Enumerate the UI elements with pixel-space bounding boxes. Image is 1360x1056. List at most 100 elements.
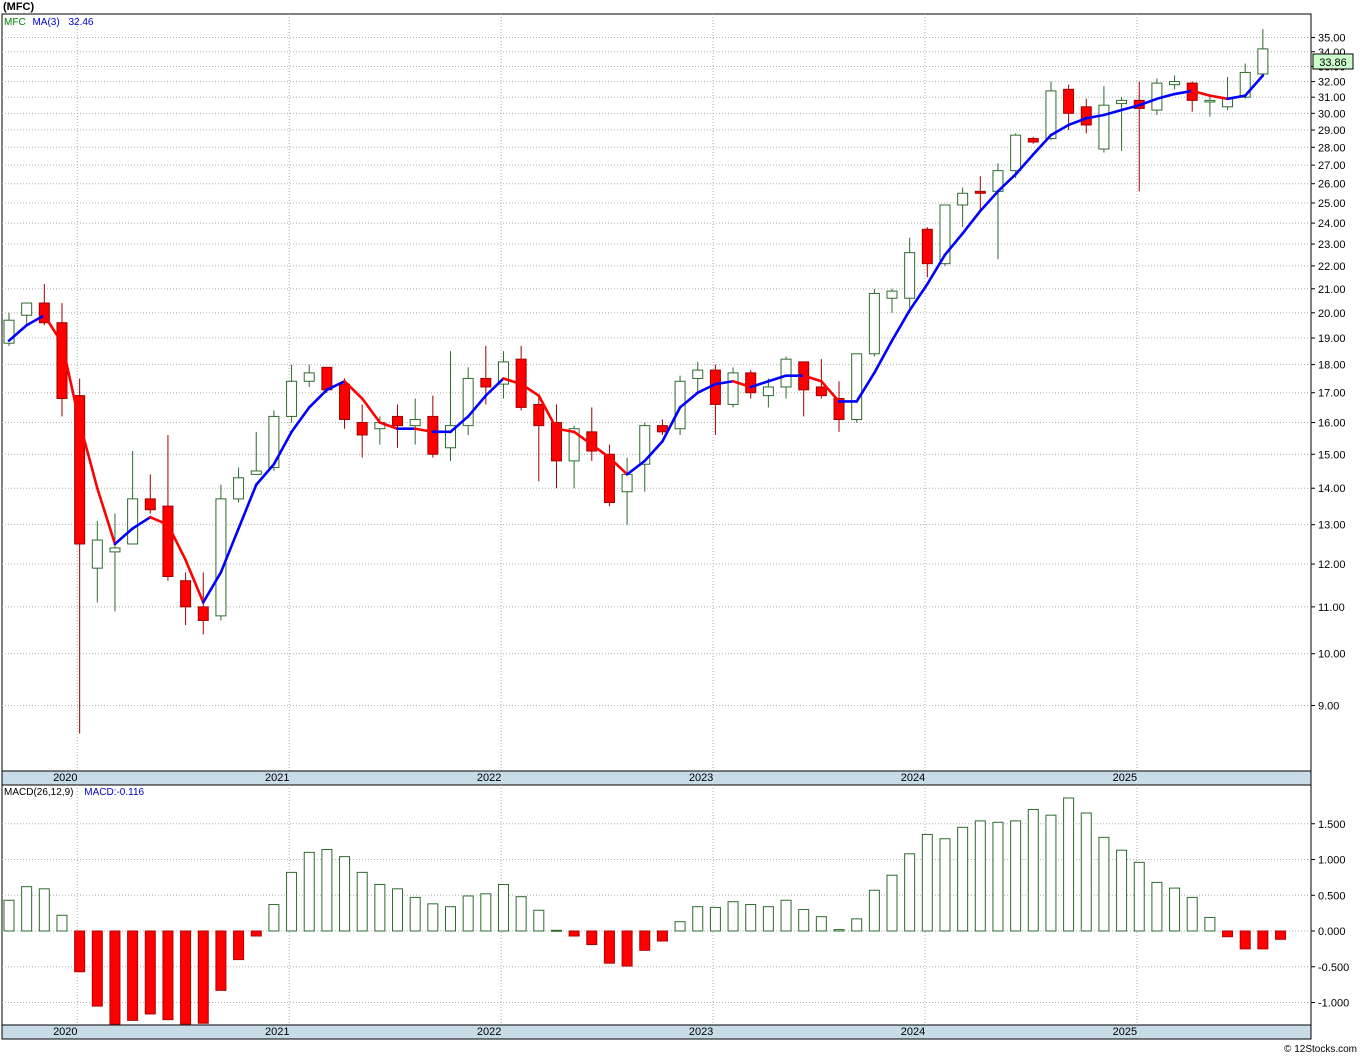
- price-tick-label: 26.00: [1318, 179, 1346, 191]
- candle-body: [939, 204, 951, 265]
- candle-body: [1010, 134, 1022, 172]
- price-x-tick-label: 2022: [477, 772, 501, 784]
- ma-segment: [237, 483, 258, 530]
- ma-segment: [802, 374, 823, 383]
- macd-bar: [109, 930, 121, 1025]
- candle-body: [745, 372, 757, 394]
- candle-down: [974, 176, 986, 211]
- ma-segment: [1084, 113, 1106, 120]
- macd-bar: [1222, 930, 1234, 938]
- ma-segment: [96, 486, 117, 546]
- ma-segment: [731, 379, 753, 389]
- candle-body: [656, 425, 668, 433]
- macd-legend-params: MACD(26,12,9): [4, 787, 73, 798]
- ma-segment: [1208, 94, 1229, 101]
- candle-body: [851, 353, 863, 420]
- candle-up: [762, 378, 774, 408]
- price-tick-label: 19.00: [1318, 333, 1346, 345]
- candle-down: [1063, 84, 1075, 131]
- macd-bar: [1239, 930, 1251, 950]
- macd-bar: [550, 929, 562, 932]
- candle-up: [250, 431, 262, 475]
- macd-x-axis-band: [1, 1024, 1312, 1040]
- candle-body: [639, 425, 651, 465]
- last-price-box: [1312, 53, 1354, 70]
- macd-bar: [1098, 836, 1110, 932]
- macd-bar: [1116, 849, 1128, 932]
- macd-bar: [38, 888, 50, 932]
- candle-up: [445, 351, 456, 461]
- candle-body: [886, 290, 898, 299]
- macd-bar: [586, 930, 598, 946]
- macd-bar: [745, 904, 757, 932]
- candle-down: [392, 404, 404, 448]
- macd-bar: [515, 896, 527, 932]
- candle-body: [1063, 88, 1075, 114]
- candlestick-series: [3, 29, 1269, 734]
- ma-segment: [696, 382, 717, 395]
- ma-segment: [343, 379, 364, 400]
- candle-body: [1204, 99, 1216, 103]
- candle-down: [533, 395, 545, 482]
- ma-segment: [131, 515, 152, 530]
- macd-bar: [1045, 814, 1057, 932]
- macd-bar: [392, 888, 404, 932]
- candle-body: [250, 470, 262, 475]
- macd-bar: [921, 833, 933, 932]
- ma-segment: [166, 523, 187, 562]
- candle-body: [692, 369, 704, 379]
- macd-bar: [250, 930, 262, 937]
- candle-body: [321, 366, 333, 391]
- ma-segment: [7, 323, 28, 342]
- price-tick-label: 14.00: [1318, 483, 1346, 495]
- ma-segment: [555, 427, 576, 434]
- price-tick-label: 21.00: [1318, 284, 1346, 296]
- candle-up: [1204, 97, 1216, 117]
- price-tick-label: 16.00: [1318, 418, 1346, 430]
- candle-up: [780, 356, 792, 399]
- ma-segment: [1067, 116, 1088, 127]
- candle-body: [727, 372, 739, 405]
- macd-bar: [356, 871, 368, 932]
- candle-down: [1080, 98, 1092, 134]
- candle-up: [886, 288, 898, 313]
- price-x-axis: 2020 2021 2022 2023 2024 2025: [53, 772, 1137, 784]
- price-tick-label: 27.00: [1318, 160, 1346, 172]
- price-panel: 9.00 10.00 11.00 12.00 13.00 14.00 15.00 16.00 1…: [1, 1, 1354, 786]
- macd-x-tick-label: 2020: [53, 1026, 77, 1038]
- ma-segment: [908, 282, 929, 312]
- candle-down: [180, 572, 192, 626]
- candle-down: [427, 395, 439, 458]
- ma-segment: [820, 379, 841, 403]
- ma-segment: [413, 427, 435, 434]
- candle-body: [303, 372, 315, 382]
- macd-bar: [1063, 797, 1075, 932]
- candle-body: [462, 377, 474, 427]
- ma-segment: [873, 339, 894, 375]
- macd-bar: [533, 909, 545, 932]
- ma-segment: [78, 421, 99, 490]
- macd-x-tick-label: 2023: [689, 1026, 713, 1038]
- candle-body: [1257, 48, 1269, 75]
- moving-average-line: [7, 74, 1265, 604]
- candle-body: [1239, 71, 1251, 98]
- candle-up: [1116, 97, 1128, 151]
- price-tick-label: 9.00: [1318, 701, 1339, 713]
- candle-body: [445, 425, 456, 449]
- price-tick-label: 29.00: [1318, 125, 1346, 137]
- ma-segment: [749, 379, 770, 389]
- candle-down: [356, 404, 368, 458]
- macd-bar: [1275, 930, 1287, 940]
- macd-bar: [868, 889, 880, 932]
- macd-bar: [1186, 896, 1198, 932]
- macd-bar: [215, 930, 227, 991]
- macd-tick-label: 1.000: [1318, 855, 1346, 867]
- candle-body: [497, 361, 509, 385]
- candle-body: [268, 415, 280, 469]
- candle-body: [621, 473, 633, 493]
- ma-segment: [307, 388, 329, 409]
- macd-tick-label: 0.500: [1318, 890, 1346, 902]
- candle-up: [904, 237, 916, 308]
- macd-bar: [709, 906, 721, 932]
